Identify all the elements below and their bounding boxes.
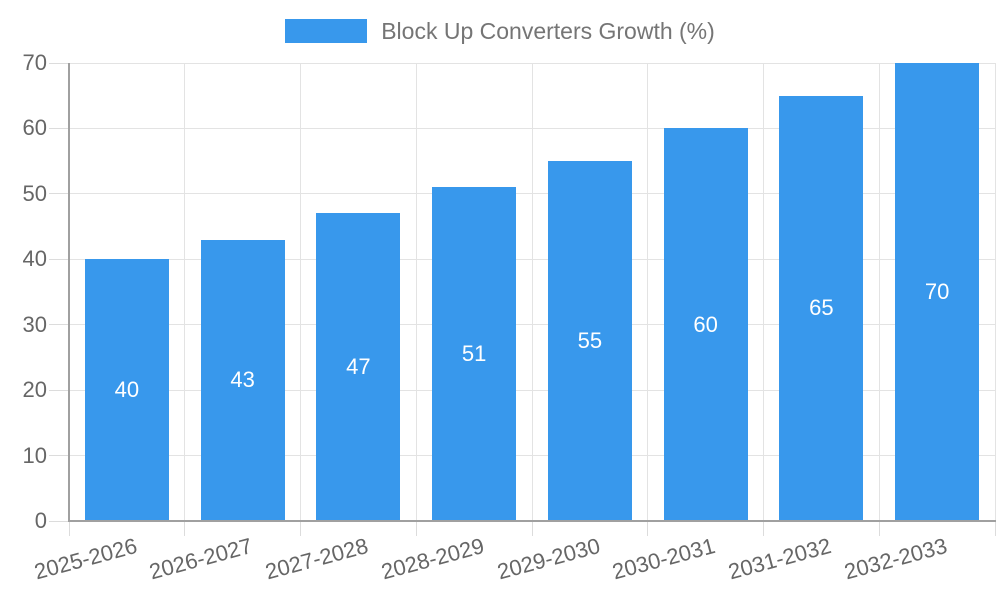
bar[interactable]: 60 [663,128,748,521]
y-tick-label: 50 [22,180,47,206]
bar-value-label: 65 [809,295,834,321]
x-tick-label: 2026-2027 [146,533,256,585]
y-tick-label: 10 [22,442,47,468]
x-tick-label: 2030-2031 [609,533,719,585]
bar-value-label: 43 [230,367,255,393]
y-tick-label: 70 [22,50,47,75]
v-gridline [994,63,996,521]
y-axis-tick [49,324,69,326]
x-tick-label: 2027-2028 [262,533,371,585]
y-axis-tick [49,520,69,522]
bar[interactable]: 65 [779,95,864,521]
bar[interactable]: 51 [432,187,517,521]
bar[interactable]: 70 [895,63,980,521]
x-axis-tick [647,521,649,536]
v-gridline [300,63,301,521]
x-axis-tick [763,521,764,536]
y-axis-line [68,63,70,521]
y-tick-label: 20 [22,377,47,403]
y-tick-label: 0 [34,508,47,533]
bar-value-label: 70 [924,279,950,304]
x-axis-tick [878,521,880,536]
y-axis-tick [49,258,69,260]
x-axis-line [68,520,996,522]
x-axis-tick [184,521,186,536]
bar-value-label: 47 [346,354,371,380]
x-tick-label: 2032-2033 [841,533,950,585]
bar-value-label: 51 [461,341,487,367]
v-gridline [415,63,417,521]
legend-label: Block Up Converters Growth (%) [381,17,715,44]
v-gridline [878,63,880,521]
y-tick-label: 30 [22,311,47,337]
legend-swatch [285,19,368,43]
y-axis-tick [49,193,69,195]
y-axis-tick [49,127,69,129]
x-tick-label: 2025-2026 [31,533,140,585]
x-axis-tick [994,521,996,536]
bar-value-label: 60 [693,311,718,337]
bar[interactable]: 43 [200,239,285,521]
bar-value-label: 40 [114,377,140,403]
y-tick-label: 40 [22,246,47,272]
v-gridline [763,63,764,521]
x-tick-label: 2029-2030 [494,533,603,585]
x-axis-tick [68,521,70,536]
bar[interactable]: 55 [547,161,632,521]
v-gridline [531,63,533,521]
x-tick-label: 2028-2029 [378,533,487,585]
y-tick-label: 60 [22,115,47,141]
x-axis-tick [531,521,533,536]
y-axis-tick [49,62,69,64]
bar[interactable]: 40 [84,259,169,521]
x-axis-tick [415,521,417,536]
v-gridline [647,63,649,521]
x-tick-label: 2031-2032 [725,533,834,585]
bar-value-label: 55 [577,328,603,354]
y-axis-tick [49,389,69,391]
x-axis-tick [300,521,301,536]
v-gridline [184,63,186,521]
bar[interactable]: 47 [316,213,401,521]
y-axis-tick [49,455,69,457]
legend[interactable]: Block Up Converters Growth (%) [0,18,1000,44]
